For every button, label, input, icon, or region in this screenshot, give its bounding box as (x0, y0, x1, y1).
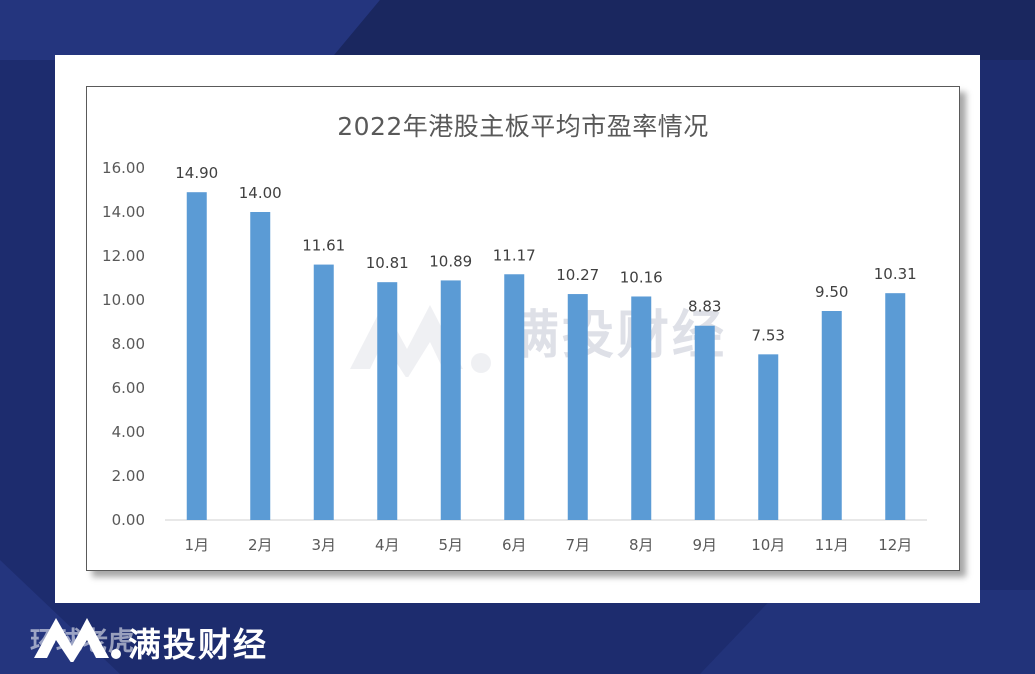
brand-logo-icon (34, 618, 121, 662)
brand-name: 满投财经 (128, 625, 268, 664)
y-tick-label: 14.00 (102, 203, 145, 221)
x-tick-label: 11月 (815, 536, 849, 554)
data-label: 10.27 (556, 266, 599, 284)
bar (313, 264, 334, 520)
data-label: 10.89 (429, 252, 472, 270)
y-tick-label: 0.00 (112, 511, 145, 529)
data-label: 14.00 (239, 184, 282, 202)
bar (504, 274, 525, 520)
bar (567, 294, 588, 520)
data-label: 10.16 (620, 268, 663, 286)
data-label: 7.53 (752, 326, 785, 344)
y-tick-label: 10.00 (102, 291, 145, 309)
x-tick-label: 8月 (629, 536, 654, 554)
data-label: 11.61 (302, 237, 345, 255)
bar (821, 311, 842, 520)
bar (758, 354, 779, 520)
data-label: 10.31 (874, 265, 917, 283)
x-tick-label: 9月 (692, 536, 717, 554)
bar-chart: 0.00 2.00 4.00 6.00 8.00 10.00 12.00 14.00 16.00… (102, 159, 927, 554)
bar (440, 280, 461, 520)
chart-title: 2022年港股主板平均市盈率情况 (337, 112, 709, 141)
bar (694, 325, 715, 520)
x-tick-label: 1月 (184, 536, 209, 554)
watermark-text: 满投财经 (507, 306, 728, 366)
x-tick-label: 2月 (248, 536, 273, 554)
x-tick-label: 4月 (375, 536, 400, 554)
y-tick-label: 16.00 (102, 159, 145, 177)
x-tick-label: 5月 (438, 536, 463, 554)
data-label: 14.90 (175, 164, 218, 182)
x-tick-label: 12月 (878, 536, 912, 554)
bar (186, 192, 207, 520)
brand-underlay-text: 环球老虎 (30, 627, 135, 657)
bar (250, 212, 271, 520)
bar (631, 296, 652, 520)
data-label: 9.50 (815, 283, 848, 301)
chart-panel: 2022年港股主板平均市盈率情况 满投财经 0.00 2.00 4.00 6.00 8.… (55, 55, 980, 603)
y-tick-label: 6.00 (112, 379, 145, 397)
y-tick-label: 8.00 (112, 335, 145, 353)
x-tick-label: 10月 (751, 536, 785, 554)
x-tick-label: 6月 (502, 536, 527, 554)
bar (885, 293, 906, 520)
bar (377, 282, 398, 520)
y-tick-label: 2.00 (112, 467, 145, 485)
chart-frame: 2022年港股主板平均市盈率情况 满投财经 0.00 2.00 4.00 6.00 8.… (86, 86, 960, 571)
x-tick-label: 7月 (565, 536, 590, 554)
data-label: 8.83 (688, 298, 721, 316)
y-tick-label: 4.00 (112, 423, 145, 441)
data-label: 10.81 (366, 254, 409, 272)
data-label: 11.17 (493, 246, 536, 264)
y-tick-label: 12.00 (102, 247, 145, 265)
x-tick-label: 3月 (311, 536, 336, 554)
